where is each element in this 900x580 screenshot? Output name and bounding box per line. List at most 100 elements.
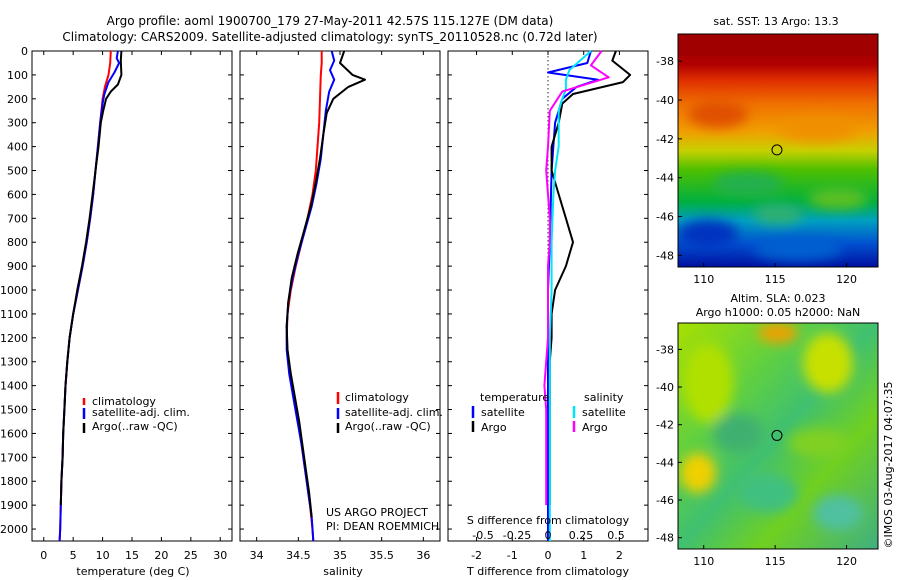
s-difference-tick-labels: -0.5 -0.25 0 0.25 0.5 (472, 529, 624, 542)
map-x-tick-label: 110 (693, 273, 714, 286)
s-diff-tick-label: 0.25 (569, 529, 594, 542)
sla-map-axes: 110 115 120 -38 -40 -42 -44 -46 -48 (656, 343, 857, 568)
y-tick-label: 1800 (0, 475, 28, 488)
y-tick-label: 1700 (0, 451, 28, 464)
legend-satellite-label: satellite-adj. clim. (92, 406, 190, 419)
depth-axis: 0 100 200 300 400 500 600 700 800 900 1000 1100 1200… (0, 45, 232, 536)
series-line-1 (548, 50, 632, 506)
map-y-tick-label: -40 (656, 381, 674, 394)
x-tick-label: 35 (333, 549, 347, 562)
figure-title-line1: Argo profile: aoml 1900700_179 27-May-20… (107, 14, 554, 28)
temperature-xlabel: temperature (deg C) (76, 565, 189, 578)
y-tick-label: 1900 (0, 499, 28, 512)
y-tick-label: 1100 (0, 308, 28, 321)
map-y-tick-label: -38 (656, 55, 674, 68)
map-y-tick-label: -44 (656, 456, 674, 469)
series-line-2 (548, 50, 592, 541)
y-tick-label: 200 (7, 93, 28, 106)
series-line-0 (547, 50, 599, 541)
sst-map-frame (677, 33, 879, 268)
map-y-tick-label: -44 (656, 172, 674, 185)
temperature-panel: 0100200300400500600700800900100011001200… (0, 45, 233, 578)
y-tick-label: 300 (7, 117, 28, 130)
project-annotation: US ARGO PROJECT (326, 506, 428, 519)
series-line-2 (59, 50, 123, 506)
series-line-3 (543, 50, 610, 506)
y-tick-label: 2000 (0, 523, 28, 536)
x-tick-label: 10 (96, 549, 110, 562)
y-tick-label: 400 (7, 141, 28, 154)
x-tick-label: 34.5 (286, 549, 311, 562)
x-tick-label: 20 (154, 549, 168, 562)
x-tick-label: -2 (471, 549, 482, 562)
sst-map-panel: sat. SST: 13 Argo: 13.3 110 115 120 -38 -40 -… (656, 15, 879, 286)
y-tick-label: 900 (7, 260, 28, 273)
sst-map-title: sat. SST: 13 Argo: 13.3 (713, 15, 838, 28)
legend-t-satellite-label: satellite (481, 406, 525, 419)
legend-argo-label: Argo(..raw -QC) (345, 420, 431, 433)
x-tick-label: 25 (184, 549, 198, 562)
y-tick-label: 1200 (0, 332, 28, 345)
x-tick-label: 0 (40, 549, 47, 562)
t-difference-xlabel: T difference from climatology (466, 565, 629, 578)
salinity-panel: 34 34.5 35 35.5 36 salinity climatology sate… (239, 50, 443, 578)
legend-s-argo-label: Argo (582, 421, 608, 434)
difference-series (543, 50, 632, 541)
map-x-tick-label: 115 (765, 273, 786, 286)
difference-x-axis: -2 -1 0 1 2 (448, 50, 648, 562)
series-line-1 (285, 50, 336, 542)
argo-position-marker (771, 144, 783, 156)
salinity-xlabel: salinity (323, 565, 363, 578)
sla-map-title: Altim. SLA: 0.023 (730, 292, 825, 305)
legend-t-argo-label: Argo (481, 421, 507, 434)
y-tick-label: 500 (7, 165, 28, 178)
series-line-2 (285, 50, 366, 518)
sla-map-subtitle: Argo h1000: 0.05 h2000: NaN (696, 306, 861, 319)
sla-map-panel: Altim. SLA: 0.023 Argo h1000: 0.05 h2000… (656, 292, 879, 568)
y-tick-label: 700 (7, 212, 28, 225)
series-line-0 (58, 50, 112, 542)
y-tick-label: 100 (7, 69, 28, 82)
legend-salinity-title: salinity (584, 391, 624, 404)
argo-position-marker (771, 429, 783, 441)
y-tick-label: 1400 (0, 380, 28, 393)
map-y-tick-label: -48 (656, 532, 674, 545)
temperature-series (58, 50, 123, 542)
difference-legend: temperature salinity satellite Argo sate… (471, 391, 626, 434)
x-tick-label: 36 (416, 549, 430, 562)
salinity-axes-frame (239, 50, 441, 542)
temperature-legend: climatology satellite-adj. clim. Argo(..… (82, 395, 190, 433)
legend-argo-label: Argo(..raw -QC) (92, 420, 178, 433)
s-diff-tick-label: -0.5 (472, 529, 493, 542)
y-tick-label: 1300 (0, 356, 28, 369)
legend-temperature-title: temperature (480, 391, 549, 404)
sst-map-image (678, 34, 878, 267)
sst-map-axes: 110 115 120 -38 -40 -42 -44 -46 -48 (656, 55, 857, 286)
figure-title-line2: Climatology: CARS2009. Satellite-adjuste… (62, 30, 597, 44)
difference-panel: -2 -1 0 1 2 T difference from climatology S … (447, 50, 649, 578)
y-tick-label: 1500 (0, 404, 28, 417)
salinity-series (285, 50, 366, 542)
x-tick-label: 15 (125, 549, 139, 562)
x-tick-label: 2 (616, 549, 623, 562)
s-diff-tick-label: 0 (545, 529, 552, 542)
legend-climatology-label: climatology (345, 391, 409, 404)
legend-satellite-label: satellite-adj. clim. (345, 406, 443, 419)
x-tick-label: 35.5 (369, 549, 394, 562)
x-tick-label: 34 (250, 549, 264, 562)
map-y-tick-label: -42 (656, 133, 674, 146)
map-y-tick-label: -42 (656, 419, 674, 432)
sla-map-frame (677, 322, 879, 550)
map-y-tick-label: -46 (656, 211, 674, 224)
x-tick-label: -1 (507, 549, 518, 562)
map-x-tick-label: 120 (836, 273, 857, 286)
map-x-tick-label: 115 (765, 555, 786, 568)
map-y-tick-label: -40 (656, 94, 674, 107)
pi-annotation: PI: DEAN ROEMMICH (326, 520, 439, 533)
salinity-x-axis: 34 34.5 35 35.5 36 (240, 50, 440, 562)
s-diff-tick-label: 0.5 (607, 529, 625, 542)
temperature-x-axis: 0 5 10 15 20 25 30 (40, 51, 227, 562)
map-x-tick-label: 110 (693, 555, 714, 568)
x-tick-label: 1 (580, 549, 587, 562)
